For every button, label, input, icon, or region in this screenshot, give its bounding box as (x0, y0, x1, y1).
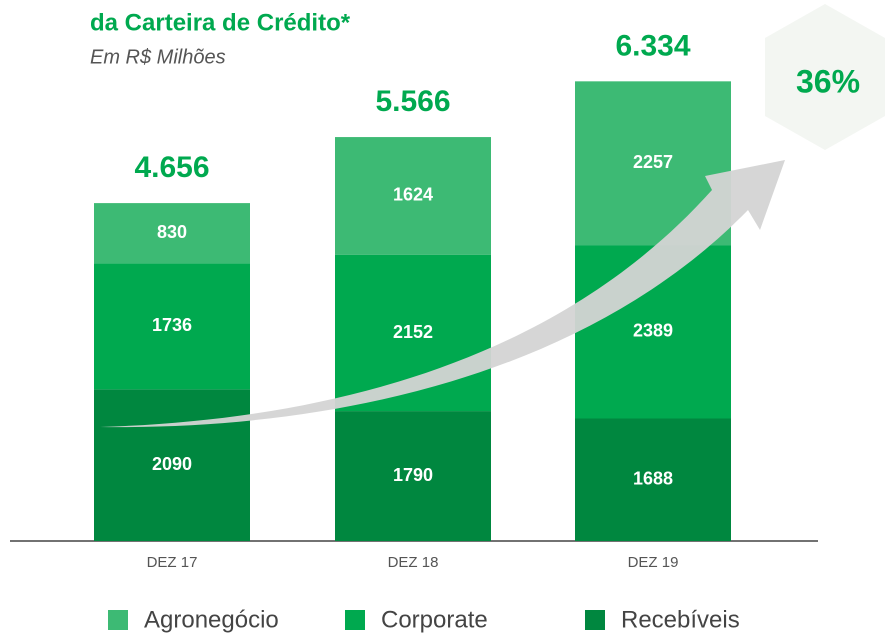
legend-label: Recebíveis (621, 606, 740, 633)
x-tick-label: DEZ 19 (628, 554, 679, 571)
legend-label: Agronegócio (144, 606, 279, 633)
annotation: 36% (796, 63, 860, 99)
legend-swatch (108, 610, 128, 630)
total-label: 6.334 (615, 29, 690, 62)
chart-subtitle: Em R$ Milhões (90, 46, 226, 68)
data-label: 2257 (633, 152, 673, 172)
growth-arrow (100, 160, 785, 428)
hexagon (765, 4, 885, 150)
total-label: 5.566 (375, 85, 450, 118)
data-label: 1790 (393, 465, 433, 485)
legend-label: Corporate (381, 606, 488, 633)
data-label: 2090 (152, 454, 192, 474)
bar-segment (94, 203, 250, 264)
data-label: 830 (157, 222, 187, 242)
bar-segment (335, 137, 491, 255)
legend-swatch (345, 610, 365, 630)
data-label: 1688 (633, 468, 673, 488)
data-label: 2389 (633, 321, 673, 341)
data-label: 2152 (393, 322, 433, 342)
data-label: 1736 (152, 315, 192, 335)
bar-segment (94, 389, 250, 541)
bar-segment (94, 263, 250, 390)
x-tick-label: DEZ 17 (147, 554, 198, 571)
bar-segment (335, 411, 491, 541)
data-label: 1624 (393, 185, 433, 205)
legend-swatch (585, 610, 605, 630)
bar-segment (575, 418, 731, 541)
x-tick-label: DEZ 18 (388, 554, 439, 571)
chart-title: da Carteira de Crédito* (90, 9, 351, 36)
total-label: 4.656 (134, 151, 209, 184)
